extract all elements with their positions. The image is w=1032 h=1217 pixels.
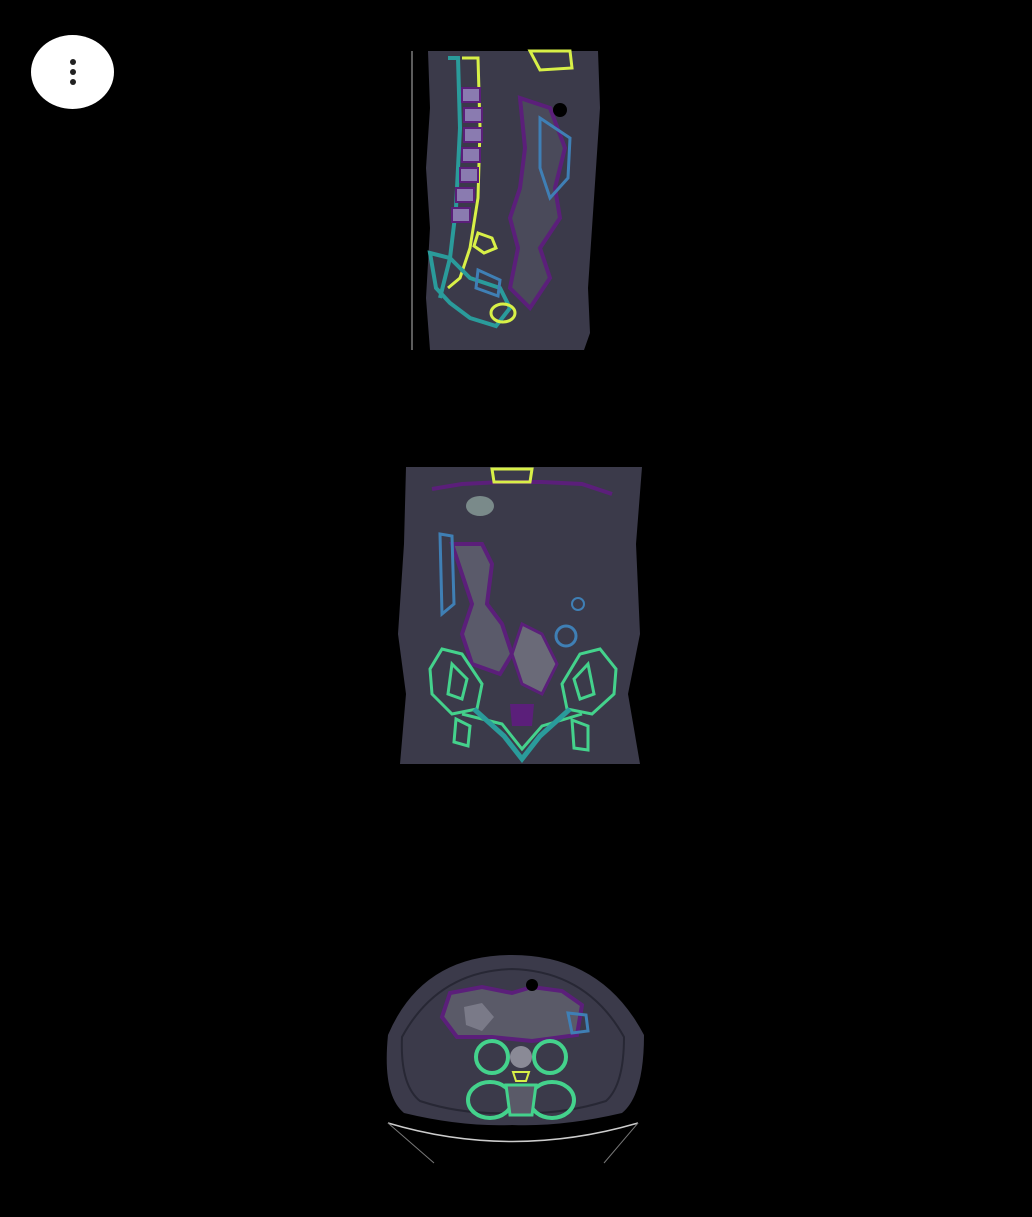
coronal-view[interactable]: [392, 464, 650, 772]
axial-view[interactable]: [382, 945, 644, 1170]
more-options-button[interactable]: [31, 35, 114, 109]
more-vertical-icon: [69, 59, 76, 85]
sagittal-view[interactable]: [400, 48, 610, 353]
